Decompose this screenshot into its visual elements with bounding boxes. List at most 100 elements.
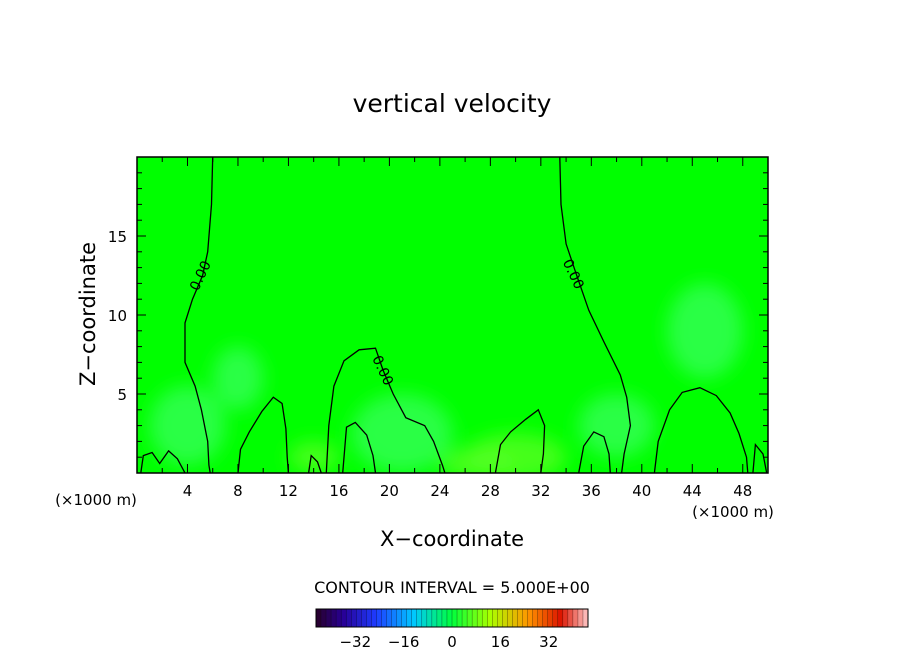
- colorbar-cell: [346, 609, 352, 627]
- colorbar-cell: [426, 609, 433, 627]
- colorbar-cell: [386, 609, 392, 627]
- x-tick-label: 12: [279, 482, 298, 500]
- x-unit-right: (×1000 m): [692, 503, 774, 521]
- colorbar-cell: [396, 609, 402, 627]
- colorbar-cell: [472, 609, 478, 627]
- colorbar-cell: [462, 609, 468, 627]
- colorbar-cell: [557, 609, 564, 627]
- colorbar-cell: [542, 609, 549, 627]
- colorbar-cell: [562, 609, 569, 627]
- colorbar-label: −32: [339, 633, 371, 651]
- colorbar-cell: [572, 609, 579, 627]
- field-background: [137, 157, 768, 473]
- field-blob: [351, 394, 453, 473]
- colorbar-cell: [326, 609, 332, 627]
- contour-interval-text: CONTOUR INTERVAL = 5.000E+00: [314, 578, 590, 597]
- x-tick-label: 28: [481, 482, 500, 500]
- contour-line: [325, 347, 446, 473]
- colorbar-cell: [487, 609, 493, 627]
- colorbar-cell: [331, 609, 337, 627]
- colorbar-cell: [391, 609, 397, 627]
- colorbar-cell: [416, 609, 423, 627]
- colorbar-cell: [376, 609, 382, 627]
- contour-line: [342, 421, 377, 473]
- colorbar-cell: [351, 609, 357, 627]
- colorbar-cell: [406, 609, 413, 627]
- colorbar-frame: [315, 608, 589, 628]
- colorbar-label: 32: [539, 633, 558, 651]
- colorbar-cell: [341, 609, 347, 627]
- colorbar-cell: [431, 609, 438, 627]
- colorbar-label: 0: [447, 633, 457, 651]
- colorbar-cell: [497, 609, 503, 627]
- colorbar-cell: [371, 609, 377, 627]
- colorbar-cell: [421, 609, 428, 627]
- x-tick-label: 8: [233, 482, 243, 500]
- colorbar-cell: [356, 609, 362, 627]
- x-tick-label: 36: [582, 482, 601, 500]
- x-tick-label: 40: [632, 482, 651, 500]
- field-blob: [212, 346, 264, 410]
- x-axis-label: X−coordinate: [380, 527, 524, 551]
- colorbar-cell: [411, 609, 418, 627]
- colorbar-cell: [567, 609, 574, 627]
- x-tick-label: 32: [531, 482, 550, 500]
- y-axis-label: Z−coordinate: [76, 242, 100, 386]
- x-unit-left: (×1000 m): [55, 491, 137, 509]
- field-blob: [578, 394, 655, 458]
- x-tick-label: 44: [683, 482, 702, 500]
- colorbar-cells: [315, 609, 589, 627]
- colorbar-cell: [452, 609, 458, 627]
- colorbar-label: 16: [491, 633, 510, 651]
- contour-line: [559, 157, 632, 473]
- x-tick-label: 16: [329, 482, 348, 500]
- colorbar-cell: [577, 609, 584, 627]
- contour-line: [140, 449, 186, 473]
- x-tick-label: 20: [380, 482, 399, 500]
- colorbar-cell: [512, 609, 518, 627]
- x-axis-ticks: 4 8 12 16 20 24 28 32 36 40 44 48: [161, 157, 752, 500]
- field-shading: [149, 283, 743, 473]
- colorbar-cell: [582, 609, 589, 627]
- colorbar-cell: [527, 609, 533, 627]
- colorbar-cell: [517, 609, 523, 627]
- contour-line: [184, 157, 214, 473]
- colorbar-cell: [361, 609, 367, 627]
- colorbar-cell: [316, 609, 322, 627]
- colorbar-cell: [467, 609, 473, 627]
- colorbar-cell: [492, 609, 498, 627]
- field-blob: [439, 447, 516, 473]
- contour-line: [578, 431, 611, 473]
- colorbar-cell: [552, 609, 559, 627]
- y-tick-label: 15: [108, 228, 127, 246]
- colorbar-cell: [457, 609, 463, 627]
- colorbar-cell: [507, 609, 513, 627]
- chart-title: vertical velocity: [353, 89, 552, 118]
- y-axis-ticks: 5 10 15: [108, 172, 768, 458]
- colorbar-cell: [446, 609, 453, 627]
- colorbar-cell: [502, 609, 508, 627]
- colorbar-cell: [441, 609, 448, 627]
- plot-area: 0.000.000.00 4 8 12 16 20 24 28 32 36 40 44 48 5101…: [108, 156, 769, 500]
- colorbar-labels: −32 −16 0 16 32: [339, 633, 558, 651]
- y-tick-label: 10: [108, 307, 127, 325]
- colorbar-cell: [532, 609, 538, 627]
- contour-line: [653, 387, 749, 473]
- field-blob: [149, 386, 226, 466]
- colorbar-cell: [366, 609, 372, 627]
- contour-line: [307, 454, 322, 473]
- colorbar-label: −16: [388, 633, 420, 651]
- colorbar: −32 −16 0 16 32: [315, 608, 589, 651]
- colorbar-cell: [522, 609, 528, 627]
- contour-line: [237, 396, 290, 473]
- contour-line: [494, 408, 546, 473]
- colorbar-cell: [336, 609, 342, 627]
- field-blob: [667, 283, 743, 379]
- colorbar-cell: [537, 609, 543, 627]
- colorbar-cell: [547, 609, 554, 627]
- colorbar-cell: [436, 609, 443, 627]
- contour-line: [752, 442, 768, 473]
- zero-contours: [140, 157, 768, 473]
- x-tick-label: 24: [430, 482, 449, 500]
